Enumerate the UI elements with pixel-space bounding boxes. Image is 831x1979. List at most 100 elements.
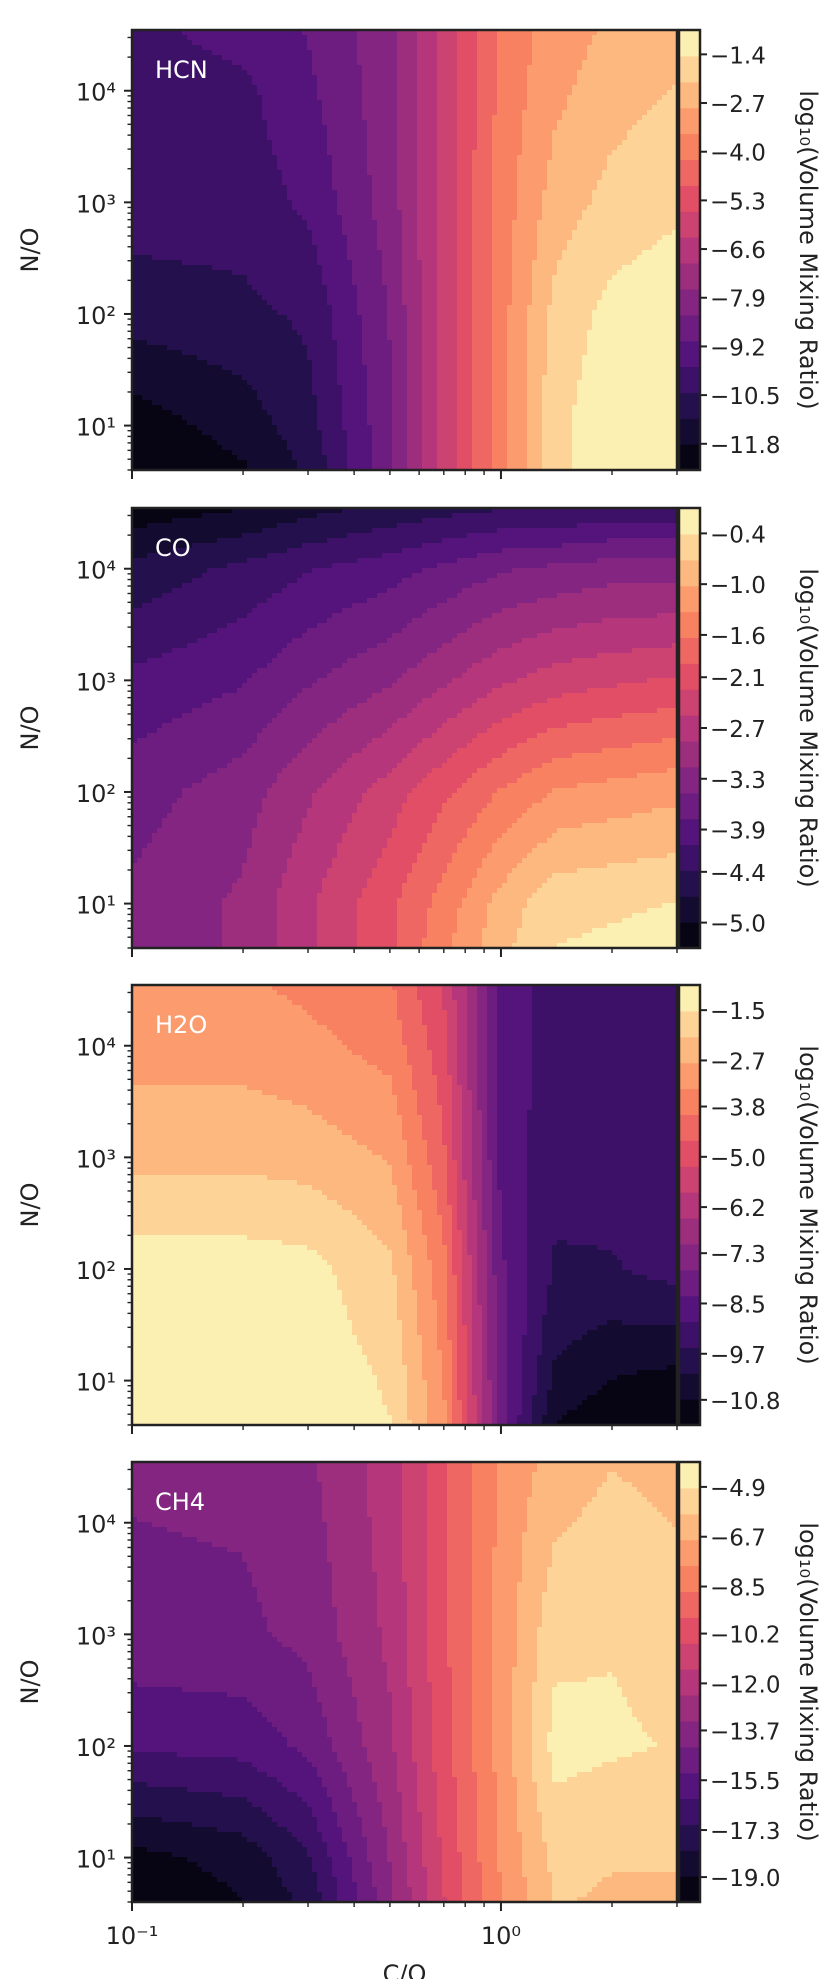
colorbar-tick-label: −5.0 (710, 912, 766, 938)
colorbar-band (679, 1243, 700, 1271)
colorbar-band (679, 1487, 700, 1515)
colorbar-tick-label: −3.9 (710, 819, 766, 845)
y-axis: 10¹ 10² 10³ 10⁴ (76, 36, 132, 471)
y-axis-label: N/O (16, 706, 44, 751)
colorbar-tick-label: −1.5 (710, 999, 766, 1025)
colorbar-band (679, 896, 700, 923)
contour-field (132, 508, 678, 949)
colorbar-band (679, 1114, 700, 1141)
panel-h2o: H2O 10¹ 10² 10³ 10⁴ N/O −1.5 −2.7 −3.8 −5.0 −6.2 −7… (16, 983, 822, 1434)
colorbar-label: log₁₀(Volume Mixing Ratio) (794, 90, 822, 409)
y-axis-label: N/O (16, 1660, 44, 1705)
colorbar-tick-label: −1.6 (710, 624, 766, 650)
colorbar-tick-label: −17.3 (710, 1819, 780, 1845)
colorbar-band (679, 1217, 700, 1245)
colorbar-tick-label: −1.4 (710, 43, 766, 69)
colorbar-band (679, 1347, 700, 1374)
panel-label: CH4 (155, 1488, 205, 1516)
colorbar-band (679, 314, 700, 342)
y-tick-label: 10¹ (76, 1369, 116, 1397)
y-tick-label: 10² (76, 302, 116, 330)
colorbar-tick-label: −2.1 (710, 666, 766, 692)
colorbar-band (679, 1010, 700, 1038)
y-tick-label: 10¹ (76, 892, 116, 920)
colorbar-band (679, 392, 700, 419)
y-tick-label: 10³ (76, 668, 116, 696)
plot-frame (130, 506, 679, 950)
colorbar-tick-label: −19.0 (710, 1866, 780, 1892)
colorbar-band (679, 159, 700, 186)
colorbar-tick-label: −15.5 (710, 1769, 780, 1795)
colorbar-band (679, 55, 700, 83)
plot-frame (130, 28, 679, 472)
colorbar-label: log₁₀(Volume Mixing Ratio) (794, 568, 822, 887)
colorbar-tick-label: −6.6 (710, 238, 766, 264)
plot-frame (130, 1460, 679, 1904)
y-tick-label: 10⁴ (76, 557, 116, 585)
colorbar-band (679, 1591, 700, 1618)
colorbar: −0.4 −1.0 −1.6 −2.1 −2.7 −3.3 −3.9 −4.4 −5.0 log₁… (677, 506, 822, 950)
colorbar-band (679, 185, 700, 212)
colorbar-band (679, 870, 700, 897)
colorbar: −1.4 −2.7 −4.0 −5.3 −6.6 −7.9 −9.2 −10.5 −11.8 lo… (677, 28, 822, 472)
colorbar-tick-label: −9.2 (710, 335, 766, 361)
colorbar-band (679, 1373, 700, 1400)
colorbar-band (679, 1399, 700, 1426)
y-tick-label: 10² (76, 1734, 116, 1762)
colorbar-tick-label: −10.5 (710, 384, 780, 410)
y-axis: 10¹ 10² 10³ 10⁴ (76, 514, 132, 949)
y-tick-label: 10² (76, 780, 116, 808)
colorbar-band (679, 1772, 700, 1800)
colorbar-band (679, 1295, 700, 1323)
contour-field (132, 30, 678, 471)
colorbar-band (679, 637, 700, 664)
colorbar-tick-label: −11.8 (710, 433, 780, 459)
colorbar-tick-label: −0.4 (710, 522, 766, 548)
colorbar-band (679, 766, 700, 794)
colorbar-tick-label: −2.7 (710, 92, 766, 118)
y-tick-label: 10³ (76, 1145, 116, 1173)
colorbar-band (679, 30, 700, 57)
colorbar-band (679, 1876, 700, 1903)
colorbar-band (679, 792, 700, 820)
panel-label: H2O (155, 1011, 207, 1039)
colorbar-band (679, 366, 700, 393)
colorbar-tick-label: −6.7 (710, 1526, 766, 1552)
colorbar-band (679, 1720, 700, 1748)
colorbar-band (679, 1513, 700, 1541)
colorbar-band (679, 689, 700, 716)
panel-ch4: CH4 10¹ 10² 10³ 10⁴ N/O 10⁻¹ 10⁰ C/O −4.9 −6.7 −8.5… (16, 1460, 822, 1979)
colorbar-tick-label: −10.8 (710, 1389, 780, 1415)
colorbar-band (679, 444, 700, 471)
colorbar-band (679, 533, 700, 561)
panel-hcn: HCN 10¹ 10² 10³ 10⁴ N/O −1.4 −2.7 −4.0 −5.3 −6.6 −7… (16, 28, 822, 479)
panel-co: CO 10¹ 10² 10³ 10⁴ N/O −0.4 −1.0 −1.6 −2.1 −2.7 −3.… (16, 506, 822, 957)
colorbar: −1.5 −2.7 −3.8 −5.0 −6.2 −7.3 −8.5 −9.7 −10.8 log… (677, 983, 822, 1427)
colorbar-band (679, 1643, 700, 1670)
colorbar-tick-label: −4.4 (710, 861, 766, 887)
colorbar-tick-label: −5.0 (710, 1146, 766, 1172)
colorbar-band (679, 559, 700, 587)
colorbar: −4.9 −6.7 −8.5 −10.2 −12.0 −13.7 −15.5 −17.3 −19… (677, 1460, 822, 1904)
x-axis (131, 470, 678, 479)
colorbar-tick-label: −4.9 (710, 1476, 766, 1502)
colorbar-band (679, 1036, 700, 1064)
y-axis-label: N/O (16, 1183, 44, 1228)
colorbar-band (679, 211, 700, 238)
y-tick-label: 10¹ (76, 1846, 116, 1874)
colorbar-band (679, 508, 700, 535)
y-tick-label: 10² (76, 1257, 116, 1285)
colorbar-band (679, 1140, 700, 1167)
colorbar-band (679, 922, 700, 949)
colorbar-band (679, 740, 700, 768)
x-axis-label: C/O (383, 1960, 427, 1979)
colorbar-band (679, 715, 700, 742)
colorbar-band (679, 1824, 700, 1851)
colorbar-band (679, 1166, 700, 1193)
colorbar-band (679, 237, 700, 264)
colorbar-band (679, 611, 700, 639)
colorbar-tick-label: −3.8 (710, 1096, 766, 1122)
colorbar-band (679, 985, 700, 1012)
y-tick-label: 10³ (76, 190, 116, 218)
